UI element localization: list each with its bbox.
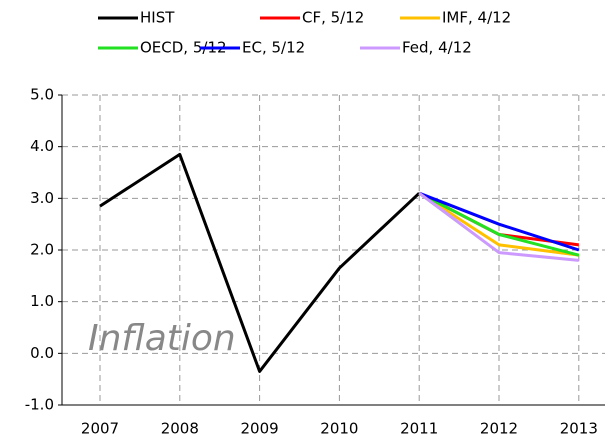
x-tick-label: 2009 xyxy=(241,420,279,438)
series-line xyxy=(418,191,580,252)
y-tick-label: 3.0 xyxy=(30,189,54,207)
series-line xyxy=(99,152,421,373)
x-tick-label: 2008 xyxy=(161,420,199,438)
x-tick-label: 2010 xyxy=(320,420,358,438)
series-line xyxy=(418,191,580,257)
x-tick-label: 2013 xyxy=(560,420,598,438)
legend-label: CF, 5/12 xyxy=(302,9,364,27)
y-tick-label: 1.0 xyxy=(30,292,54,310)
y-tick-label: 0.0 xyxy=(30,344,54,362)
legend-label: HIST xyxy=(140,9,175,27)
y-tick-label: 4.0 xyxy=(30,137,54,155)
y-tick-label: 2.0 xyxy=(30,241,54,259)
legend-label: IMF, 4/12 xyxy=(442,9,511,27)
y-tick-label: 5.0 xyxy=(30,86,54,104)
x-tick-label: 2012 xyxy=(480,420,518,438)
series-line xyxy=(418,191,579,257)
legend-label: EC, 5/12 xyxy=(242,39,305,57)
y-tick-label: -1.0 xyxy=(25,396,54,414)
legend-label: Fed, 4/12 xyxy=(402,39,472,57)
x-tick-label: 2011 xyxy=(400,420,438,438)
annotation: Inflation xyxy=(88,318,236,359)
series-line xyxy=(418,191,579,262)
x-tick-label: 2007 xyxy=(81,420,119,438)
legend-label: OECD, 5/12 xyxy=(140,39,227,57)
